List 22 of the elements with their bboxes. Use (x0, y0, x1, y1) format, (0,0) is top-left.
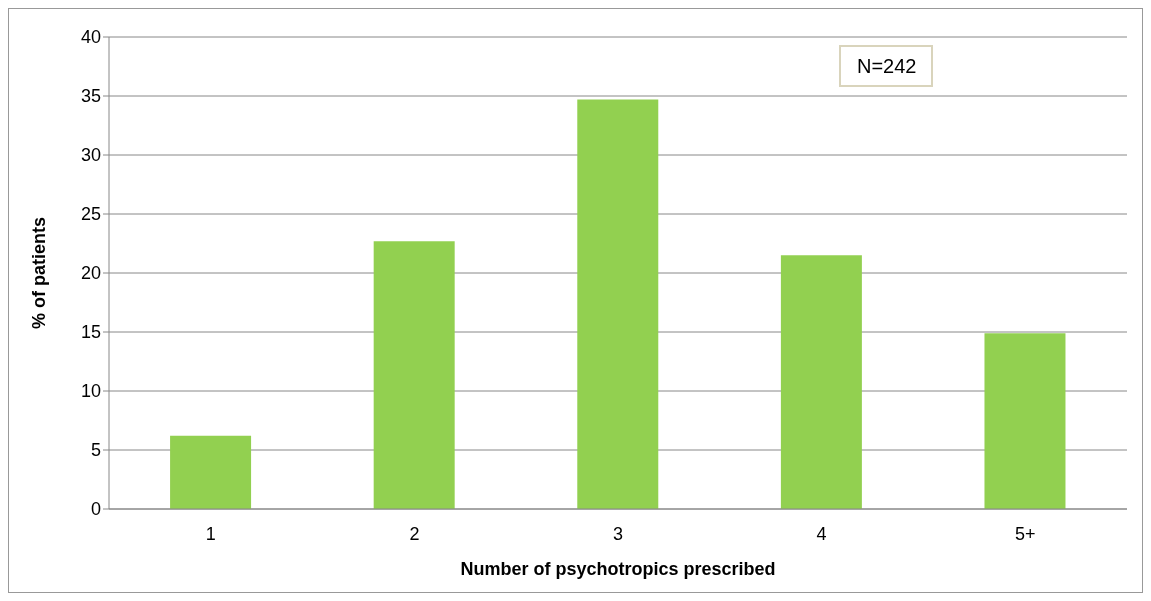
x-tick-label: 4 (816, 523, 827, 544)
y-tick-label: 35 (80, 86, 101, 107)
bar (780, 255, 862, 509)
y-axis-title: % of patients (29, 216, 50, 330)
bar (577, 99, 659, 509)
x-tick-label: 5+ (1014, 523, 1036, 544)
y-tick-label: 25 (80, 204, 101, 225)
bar (170, 435, 252, 509)
y-tick-label: 40 (80, 27, 101, 48)
y-tick-label: 30 (80, 145, 101, 166)
x-tick-label: 3 (612, 523, 624, 544)
y-tick-label: 5 (90, 440, 101, 461)
y-tick-label: 20 (80, 263, 101, 284)
x-axis-title: Number of psychotropics prescribed (460, 559, 776, 579)
y-tick-label: 15 (80, 322, 101, 343)
bar (984, 333, 1066, 509)
annotation: N=242 (839, 45, 933, 87)
bar (373, 241, 455, 509)
y-tick-label: 0 (90, 499, 101, 520)
y-tick-label: 10 (80, 381, 101, 402)
x-tick-label: 1 (205, 523, 216, 544)
x-tick-label: 2 (409, 523, 420, 544)
